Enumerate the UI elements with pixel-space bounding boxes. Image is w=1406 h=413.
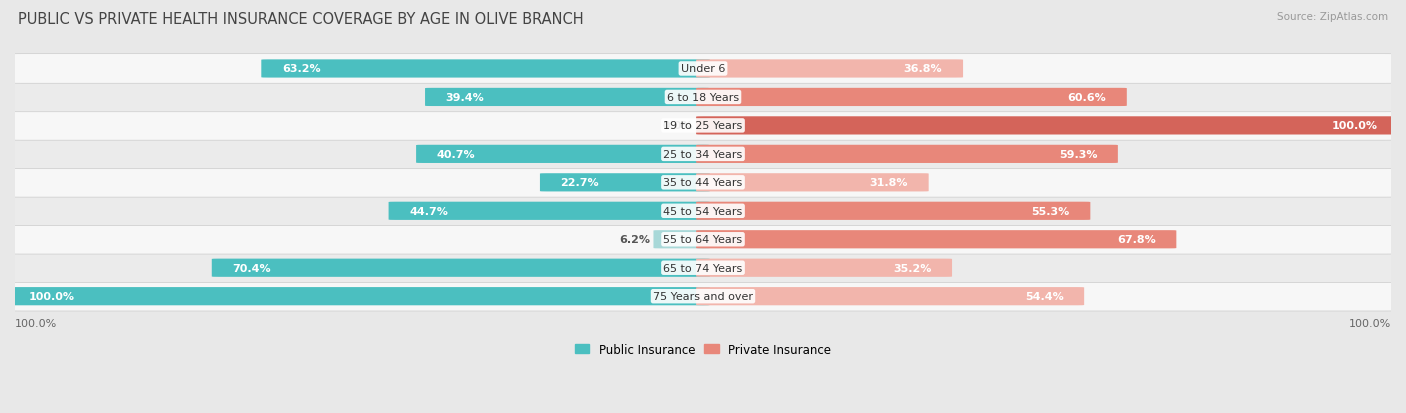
Text: 45 to 54 Years: 45 to 54 Years xyxy=(664,206,742,216)
Text: 31.8%: 31.8% xyxy=(869,178,908,188)
FancyBboxPatch shape xyxy=(416,145,710,164)
Text: 6 to 18 Years: 6 to 18 Years xyxy=(666,93,740,103)
Text: 100.0%: 100.0% xyxy=(1331,121,1378,131)
FancyBboxPatch shape xyxy=(262,60,710,78)
FancyBboxPatch shape xyxy=(696,145,1118,164)
Text: 100.0%: 100.0% xyxy=(1348,318,1391,328)
Text: 100.0%: 100.0% xyxy=(28,292,75,301)
FancyBboxPatch shape xyxy=(8,140,1398,169)
FancyBboxPatch shape xyxy=(388,202,710,221)
Text: 59.3%: 59.3% xyxy=(1059,150,1097,159)
Text: PUBLIC VS PRIVATE HEALTH INSURANCE COVERAGE BY AGE IN OLIVE BRANCH: PUBLIC VS PRIVATE HEALTH INSURANCE COVER… xyxy=(18,12,583,27)
Legend: Public Insurance, Private Insurance: Public Insurance, Private Insurance xyxy=(571,338,835,361)
FancyBboxPatch shape xyxy=(696,174,929,192)
Text: Source: ZipAtlas.com: Source: ZipAtlas.com xyxy=(1277,12,1388,22)
Text: 35 to 44 Years: 35 to 44 Years xyxy=(664,178,742,188)
Text: 39.4%: 39.4% xyxy=(446,93,485,103)
FancyBboxPatch shape xyxy=(696,259,952,277)
Text: 67.8%: 67.8% xyxy=(1116,235,1156,244)
Text: 55.3%: 55.3% xyxy=(1032,206,1070,216)
Text: 54.4%: 54.4% xyxy=(1025,292,1063,301)
FancyBboxPatch shape xyxy=(8,55,1398,84)
FancyBboxPatch shape xyxy=(8,287,710,306)
FancyBboxPatch shape xyxy=(696,287,1084,306)
Text: 35.2%: 35.2% xyxy=(893,263,931,273)
Text: 75 Years and over: 75 Years and over xyxy=(652,292,754,301)
Text: 100.0%: 100.0% xyxy=(15,318,58,328)
Text: Under 6: Under 6 xyxy=(681,64,725,74)
FancyBboxPatch shape xyxy=(212,259,710,277)
FancyBboxPatch shape xyxy=(696,89,1126,107)
Text: 22.7%: 22.7% xyxy=(561,178,599,188)
Text: 6.2%: 6.2% xyxy=(619,235,650,244)
FancyBboxPatch shape xyxy=(696,117,1398,135)
FancyBboxPatch shape xyxy=(8,253,1398,283)
FancyBboxPatch shape xyxy=(8,83,1398,112)
FancyBboxPatch shape xyxy=(696,202,1090,221)
Text: 25 to 34 Years: 25 to 34 Years xyxy=(664,150,742,159)
Text: 70.4%: 70.4% xyxy=(232,263,271,273)
FancyBboxPatch shape xyxy=(696,230,1177,249)
FancyBboxPatch shape xyxy=(696,60,963,78)
FancyBboxPatch shape xyxy=(8,282,1398,311)
Text: 19 to 25 Years: 19 to 25 Years xyxy=(664,121,742,131)
FancyBboxPatch shape xyxy=(8,197,1398,226)
FancyBboxPatch shape xyxy=(8,112,1398,141)
Text: 55 to 64 Years: 55 to 64 Years xyxy=(664,235,742,244)
FancyBboxPatch shape xyxy=(8,168,1398,198)
Text: 36.8%: 36.8% xyxy=(904,64,942,74)
FancyBboxPatch shape xyxy=(540,174,710,192)
FancyBboxPatch shape xyxy=(425,89,710,107)
Text: 0.0%: 0.0% xyxy=(662,121,693,131)
FancyBboxPatch shape xyxy=(654,230,710,249)
Text: 65 to 74 Years: 65 to 74 Years xyxy=(664,263,742,273)
Text: 44.7%: 44.7% xyxy=(409,206,449,216)
Text: 63.2%: 63.2% xyxy=(283,64,321,74)
Text: 60.6%: 60.6% xyxy=(1067,93,1107,103)
Text: 40.7%: 40.7% xyxy=(437,150,475,159)
FancyBboxPatch shape xyxy=(8,225,1398,254)
